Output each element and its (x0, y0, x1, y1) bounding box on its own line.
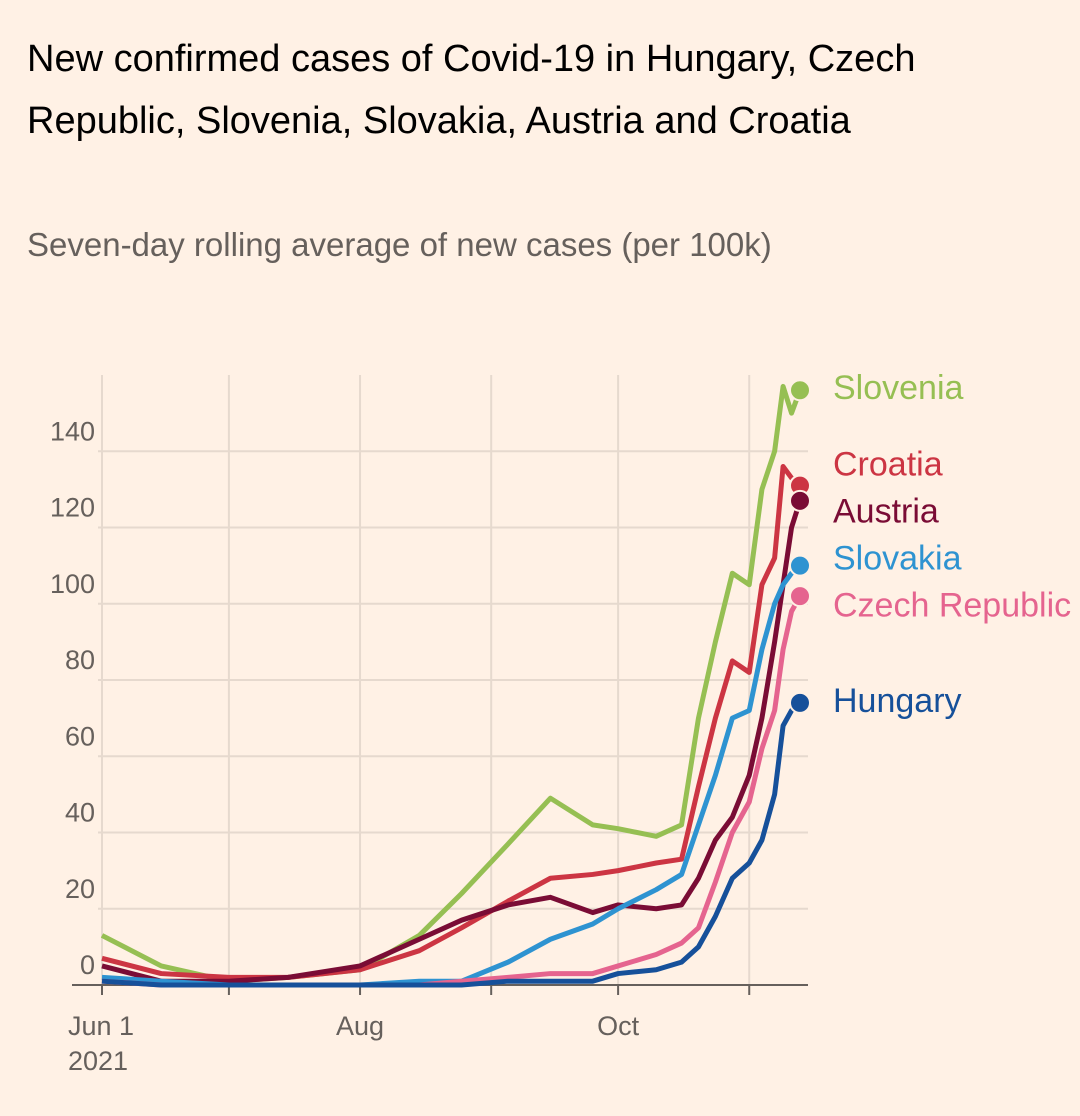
x-year-label: 2021 (68, 1046, 128, 1076)
y-tick-label: 80 (65, 645, 95, 675)
y-tick-label: 40 (65, 798, 95, 828)
x-tick-label: Oct (597, 1011, 640, 1041)
legend-label: Slovenia (833, 369, 964, 407)
legend-label: Austria (833, 493, 939, 531)
chart-subtitle: Seven-day rolling average of new cases (… (27, 226, 772, 263)
series-line (101, 563, 802, 988)
end-dot (789, 489, 811, 512)
end-dot (789, 585, 811, 608)
legend-label: Croatia (833, 446, 943, 484)
x-tick-label: Jun 1 (68, 1011, 134, 1041)
x-tick-label: Aug (336, 1011, 384, 1041)
y-tick-label: 20 (65, 874, 95, 904)
y-tick-label: 100 (50, 569, 95, 599)
y-tick-label: 0 (80, 950, 95, 980)
chart-title: New confirmed cases of Covid-19 in Hunga… (27, 38, 916, 142)
legend-label: Hungary (833, 682, 962, 720)
y-tick-label: 140 (50, 416, 95, 446)
legend-label: Slovakia (833, 540, 962, 578)
series-line (101, 500, 803, 984)
series-line (100, 383, 803, 984)
end-dot (789, 379, 811, 402)
legend-label: Czech Republic (833, 587, 1071, 625)
end-dot (789, 691, 811, 714)
series-line (101, 701, 802, 988)
y-tick-label: 120 (50, 493, 95, 523)
y-tick-label: 60 (65, 721, 95, 751)
end-dot (789, 554, 811, 577)
